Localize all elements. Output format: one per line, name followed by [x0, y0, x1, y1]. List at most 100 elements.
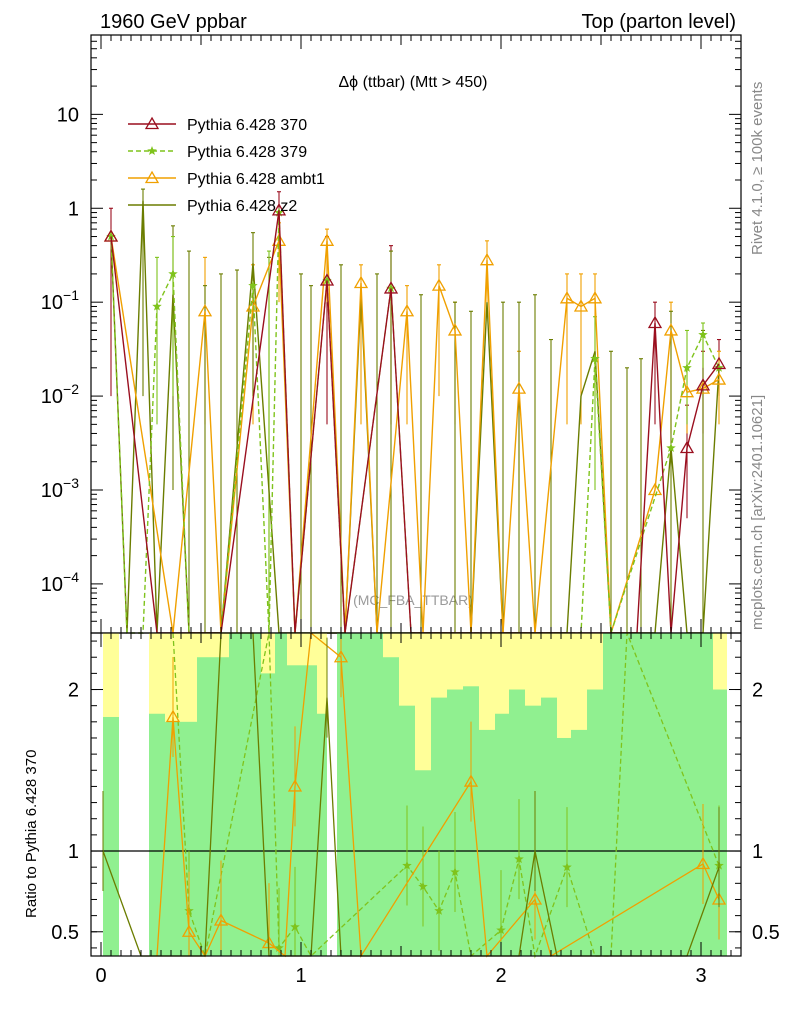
ratio-band-inner — [337, 633, 351, 956]
ratio-y-tick-label-right: 0.5 — [752, 922, 780, 944]
data-point-ambt1 — [695, 381, 711, 394]
data-point-ambt1 — [559, 290, 575, 304]
series-line-py379 — [110, 212, 720, 634]
data-point-py370 — [647, 315, 663, 329]
y-tick-label: 10−2 — [41, 381, 79, 408]
series-line-py370 — [110, 210, 720, 634]
data-point-ambt1 — [319, 233, 335, 246]
watermark-label: (MC_FBA_TTBAR) — [353, 592, 473, 608]
data-point-py379 — [322, 275, 332, 285]
ratio-band-inner — [635, 633, 651, 956]
legend-label-z2: Pythia 6.428 z2 — [187, 198, 297, 215]
series-line-z2 — [110, 200, 720, 634]
ratio-point-py379 — [562, 862, 572, 872]
ratio-point-py379 — [450, 867, 460, 877]
ratio-point-ambt1 — [527, 892, 543, 905]
y-tick-label: 10 — [57, 104, 79, 126]
data-point-py379 — [106, 231, 116, 241]
ratio-band-inner — [651, 633, 667, 956]
y-tick-label: 10−4 — [41, 569, 79, 596]
data-point-py379 — [168, 268, 178, 278]
ratio-band-inner — [525, 705, 541, 956]
data-point-ambt1 — [197, 303, 213, 317]
ratio-band-inner — [383, 657, 399, 956]
ratio-band-inner — [541, 697, 557, 956]
ratio-point-ambt1 — [213, 913, 229, 926]
ratio-band-inner — [103, 716, 119, 956]
main-panel: 10−4 10−3 10−2 10−1 1 10 — [41, 34, 742, 634]
ratio-point-py379 — [434, 905, 444, 915]
ratio-band-inner — [479, 729, 495, 956]
ratio-y-tick-label: 0.5 — [51, 922, 79, 944]
legend-label-py379: Pythia 6.428 379 — [187, 144, 307, 161]
ratio-point-ambt1 — [463, 774, 479, 787]
rivet-version-label: Rivet 4.1.0, ≥ 100k events — [749, 82, 766, 255]
data-point-ambt1 — [271, 233, 287, 246]
data-point-ambt1 — [511, 381, 527, 394]
y-tick-label: 10−3 — [41, 475, 79, 502]
data-point-ambt1 — [431, 278, 447, 291]
legend-marker-py379 — [147, 146, 157, 156]
data-point-py379 — [666, 443, 676, 453]
main-plot-title: Δϕ (ttbar) (Mtt > 450) — [338, 74, 487, 91]
ratio-band-inner — [275, 633, 287, 956]
ratio-point-ambt1 — [165, 709, 181, 723]
ratio-axis-label: Ratio to Pythia 6.428 370 — [23, 750, 40, 918]
data-point-ambt1 — [447, 323, 463, 336]
data-point-py370 — [679, 440, 695, 454]
ratio-band-inner — [681, 633, 697, 956]
legend-label-py370: Pythia 6.428 370 — [187, 117, 307, 134]
series-line-ambt1 — [110, 236, 720, 634]
ratio-point-py379 — [402, 860, 412, 870]
ratio-band-inner — [619, 633, 635, 956]
data-point-ambt1 — [663, 323, 679, 336]
ratio-y-tick-label: 1 — [68, 841, 79, 863]
ratio-band-inner — [667, 633, 681, 956]
ratio-point-py379 — [496, 925, 506, 935]
data-point-py379 — [714, 362, 724, 372]
ratio-band-inner — [317, 713, 327, 956]
ratio-band-inner — [351, 633, 365, 956]
data-point-py370 — [271, 203, 287, 216]
ratio-band-inner — [365, 633, 383, 956]
ratio-point-py379 — [514, 854, 524, 864]
data-point-py379 — [682, 362, 692, 372]
data-point-py379 — [248, 280, 258, 290]
ratio-panel: 0 1 2 3 0.5 0.5 1 1 2 2 — [51, 631, 780, 987]
ratio-band-inner — [287, 665, 317, 956]
data-point-ambt1 — [587, 290, 603, 304]
mcplots-reference-label: mcplots.cern.ch [arXiv:2401.10621] — [749, 395, 766, 630]
ratio-band-inner — [557, 737, 571, 956]
ratio-frame — [90, 632, 742, 957]
ratio-point-ambt1 — [181, 924, 197, 937]
ratio-band-inner — [603, 633, 619, 956]
data-point-py379 — [386, 283, 396, 293]
x-tick-label: 3 — [695, 965, 706, 987]
data-point-ambt1 — [399, 303, 415, 317]
data-point-ambt1 — [479, 252, 495, 266]
data-point-py370 — [319, 273, 335, 286]
data-point-ambt1 — [679, 384, 695, 398]
data-point-py370 — [103, 229, 119, 242]
ratio-band-inner — [509, 689, 525, 956]
legend-marker-py370 — [144, 116, 160, 130]
ratio-point-py379 — [274, 942, 284, 952]
ratio-band-inner — [495, 713, 509, 956]
ratio-band-inner — [229, 633, 261, 956]
header-right-title: Top (parton level) — [581, 11, 736, 33]
header-left-title: 1960 GeV ppbar — [100, 11, 247, 33]
ratio-band-inner — [697, 633, 713, 956]
data-point-ambt1 — [573, 299, 589, 312]
ratio-band-inner — [261, 673, 275, 956]
legend-label-ambt1: Pythia 6.428 ambt1 — [187, 171, 325, 188]
data-point-py370 — [711, 356, 727, 370]
data-point-ambt1 — [245, 299, 261, 312]
ratio-point-py379 — [290, 921, 300, 931]
ratio-point-ambt1 — [287, 779, 303, 792]
ratio-point-py379 — [418, 881, 428, 891]
data-point-ambt1 — [353, 275, 369, 289]
data-point-py370 — [383, 281, 399, 294]
ratio-y-tick-label-right: 2 — [752, 680, 763, 702]
ratio-band-inner — [571, 729, 587, 956]
